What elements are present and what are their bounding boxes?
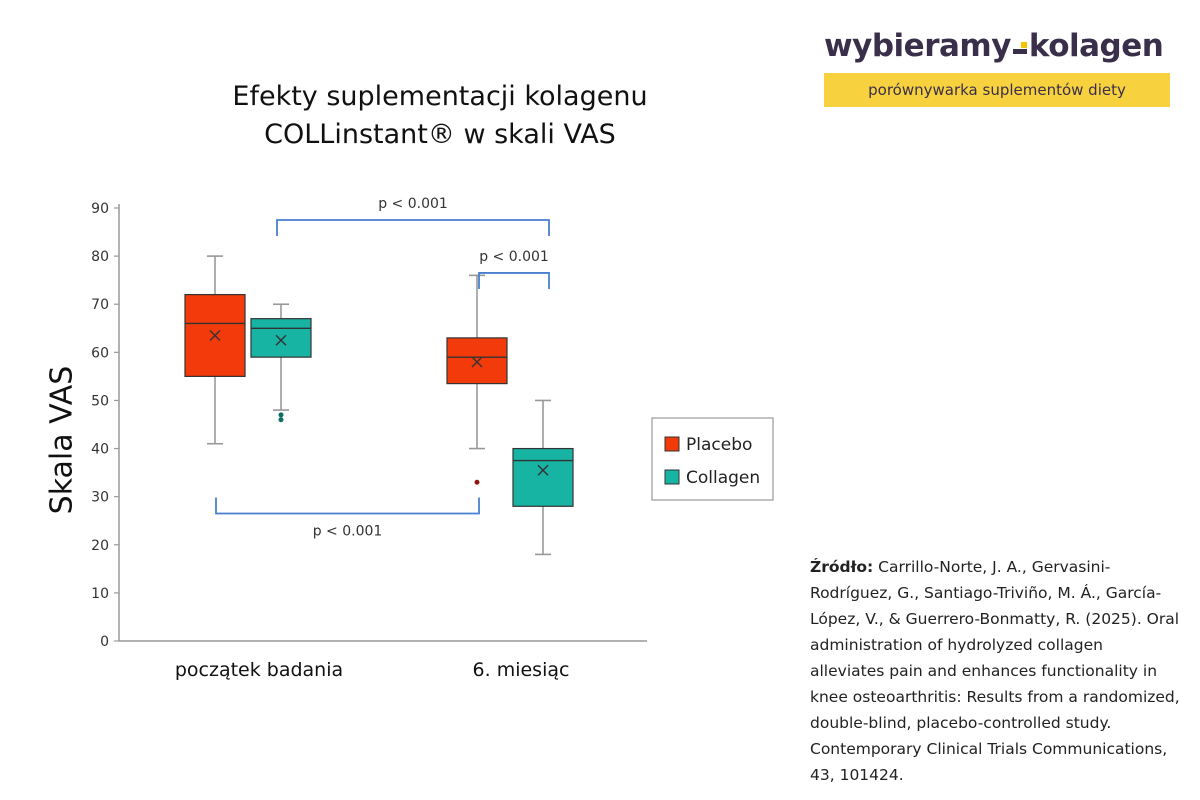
legend-box (651, 417, 774, 501)
brand-tagline: porównywarka suplementów diety (824, 73, 1170, 107)
significance-bracket-placebo (215, 497, 480, 515)
box-collagen (250, 318, 312, 358)
significance-bracket-month6 (478, 272, 550, 289)
outlier-point (474, 479, 480, 485)
y-tick-label: 60 (91, 345, 109, 361)
y-tick-label: 30 (91, 490, 109, 506)
legend-swatch-placebo (664, 436, 680, 452)
x-tick-label: początek badania (175, 659, 343, 681)
y-tick-label: 10 (91, 586, 109, 602)
significance-bracket-top-label: p < 0.001 (378, 196, 448, 212)
source-label: Źródło: (810, 558, 874, 576)
source-citation: Źródło: Carrillo-Norte, J. A., Gervasini… (810, 554, 1182, 788)
y-tick-label: 40 (91, 442, 109, 458)
brand-logo: wybieramy kolagen (824, 26, 1164, 66)
y-tick-label: 50 (91, 393, 109, 409)
chart-title-line-1: Efekty suplementacji kolagenu (232, 81, 648, 112)
legend-swatch-collagen (664, 469, 680, 485)
box-collagen (512, 447, 574, 507)
significance-bracket-placebo-label: p < 0.001 (313, 524, 383, 540)
significance-bracket-month6-label: p < 0.001 (479, 249, 549, 265)
y-tick-label: 70 (91, 297, 109, 313)
y-tick-label: 0 (100, 634, 109, 650)
logo-separator-icon (1012, 42, 1027, 55)
chart-title-line-2: COLLinstant® w skali VAS (264, 119, 616, 150)
boxplot-chart: 0 10 20 30 40 50 60 70 80 90 początek badania 6. mi… (91, 196, 774, 681)
y-tick-label: 80 (91, 249, 109, 265)
legend-label-placebo: Placebo (686, 435, 752, 455)
y-tick-label: 20 (91, 538, 109, 554)
x-tick-label: 6. miesiąc (473, 659, 570, 681)
y-tick-label: 90 (91, 201, 109, 217)
legend-label-collagen: Collagen (686, 468, 760, 488)
mean-marker (209, 329, 221, 341)
mean-marker (275, 334, 287, 346)
source-text: Carrillo-Norte, J. A., Gervasini-Rodrígu… (810, 558, 1180, 784)
chart-title: Efekty suplementacji kolagenu COLLinstan… (160, 78, 720, 154)
outlier-point (278, 412, 284, 418)
mean-marker (537, 464, 549, 476)
mean-marker (471, 356, 483, 368)
significance-bracket-top (276, 219, 550, 237)
outlier-point (278, 417, 284, 423)
box-placebo (446, 337, 508, 385)
logo-text-left: wybieramy (824, 28, 1011, 64)
logo-text-right: kolagen (1028, 28, 1164, 64)
